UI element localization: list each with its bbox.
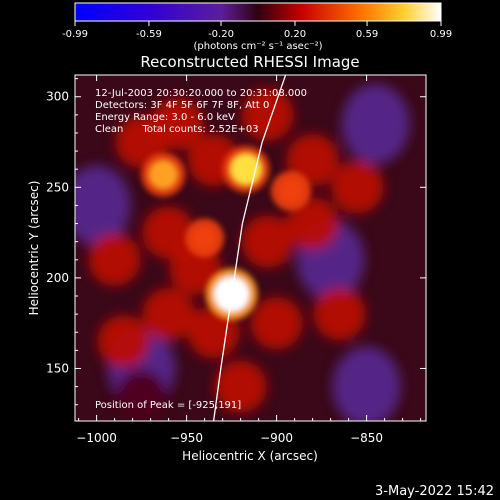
emission-region [151, 97, 204, 150]
emission-region [115, 369, 168, 421]
x-tick-label: −850 [350, 431, 383, 445]
colorbar-ticks: -0.99 -0.59 -0.20 0.20 0.59 0.99 [62, 21, 452, 40]
heatmap-image [75, 75, 426, 421]
emission-region [250, 297, 303, 350]
timestamp: 3-May-2022 15:42 [375, 484, 494, 499]
colorbar-tick-label: 0.59 [356, 29, 378, 40]
annotation-line: 12-Jul-2003 20:30:20.000 to 20:31:08.000 [95, 88, 307, 99]
emission-region [142, 206, 195, 259]
bright-source [230, 153, 262, 185]
chart-title: Reconstructed RHESSI Image [140, 53, 359, 71]
annotation-block: 12-Jul-2003 20:30:20.000 to 20:31:08.000… [95, 88, 307, 135]
faint-region [332, 346, 401, 421]
emission-region [97, 315, 150, 368]
emission-region [241, 215, 294, 268]
emission-region [331, 161, 384, 214]
x-tick-label: −950 [170, 431, 203, 445]
colorbar-tick-label: 0.99 [430, 29, 452, 40]
x-axis: −1000 −950 −900 −850 [76, 75, 422, 445]
bright-source [279, 178, 303, 203]
emission-region [241, 88, 294, 141]
bright-source [149, 160, 178, 189]
emission-region [313, 288, 366, 341]
x-tick-label: −900 [260, 431, 293, 445]
faint-region [341, 83, 410, 164]
solar-limb-curve [212, 75, 287, 421]
colorbar-units: (photons cm⁻² s⁻¹ asec⁻²) [193, 41, 322, 52]
y-axis-label: Heliocentric Y (arcsec) [27, 181, 41, 316]
colorbar-tick-label: 0.20 [284, 29, 306, 40]
x-axis-label: Heliocentric X (arcsec) [182, 449, 318, 463]
faint-region [75, 165, 131, 246]
bright-source [193, 226, 217, 250]
plot-frame [74, 74, 427, 422]
y-axis: 150 200 250 300 [46, 78, 426, 406]
y-tick-label: 150 [46, 361, 69, 375]
annotation-line: Energy Range: 3.0 - 6.0 keV [95, 112, 235, 123]
emission-region [286, 197, 339, 250]
colorbar-tick-label: -0.99 [62, 29, 88, 40]
y-tick-label: 300 [46, 90, 69, 104]
colorbar [74, 2, 442, 22]
x-tick-label: −1000 [76, 431, 117, 445]
peak-label: Position of Peak = [-925,191] [95, 400, 241, 411]
emission-region [214, 360, 267, 413]
y-tick-label: 200 [46, 271, 69, 285]
colorbar-tick-label: -0.59 [136, 29, 162, 40]
y-tick-label: 250 [46, 180, 69, 194]
colorbar-tick-label: -0.20 [208, 29, 234, 40]
emission-region [142, 288, 195, 341]
annotation-line: Detectors: 3F 4F 5F 6F 7F 8F, Att 0 [95, 100, 269, 111]
annotation-line: Clean Total counts: 2.52E+03 [95, 124, 259, 135]
emission-region [88, 233, 141, 286]
